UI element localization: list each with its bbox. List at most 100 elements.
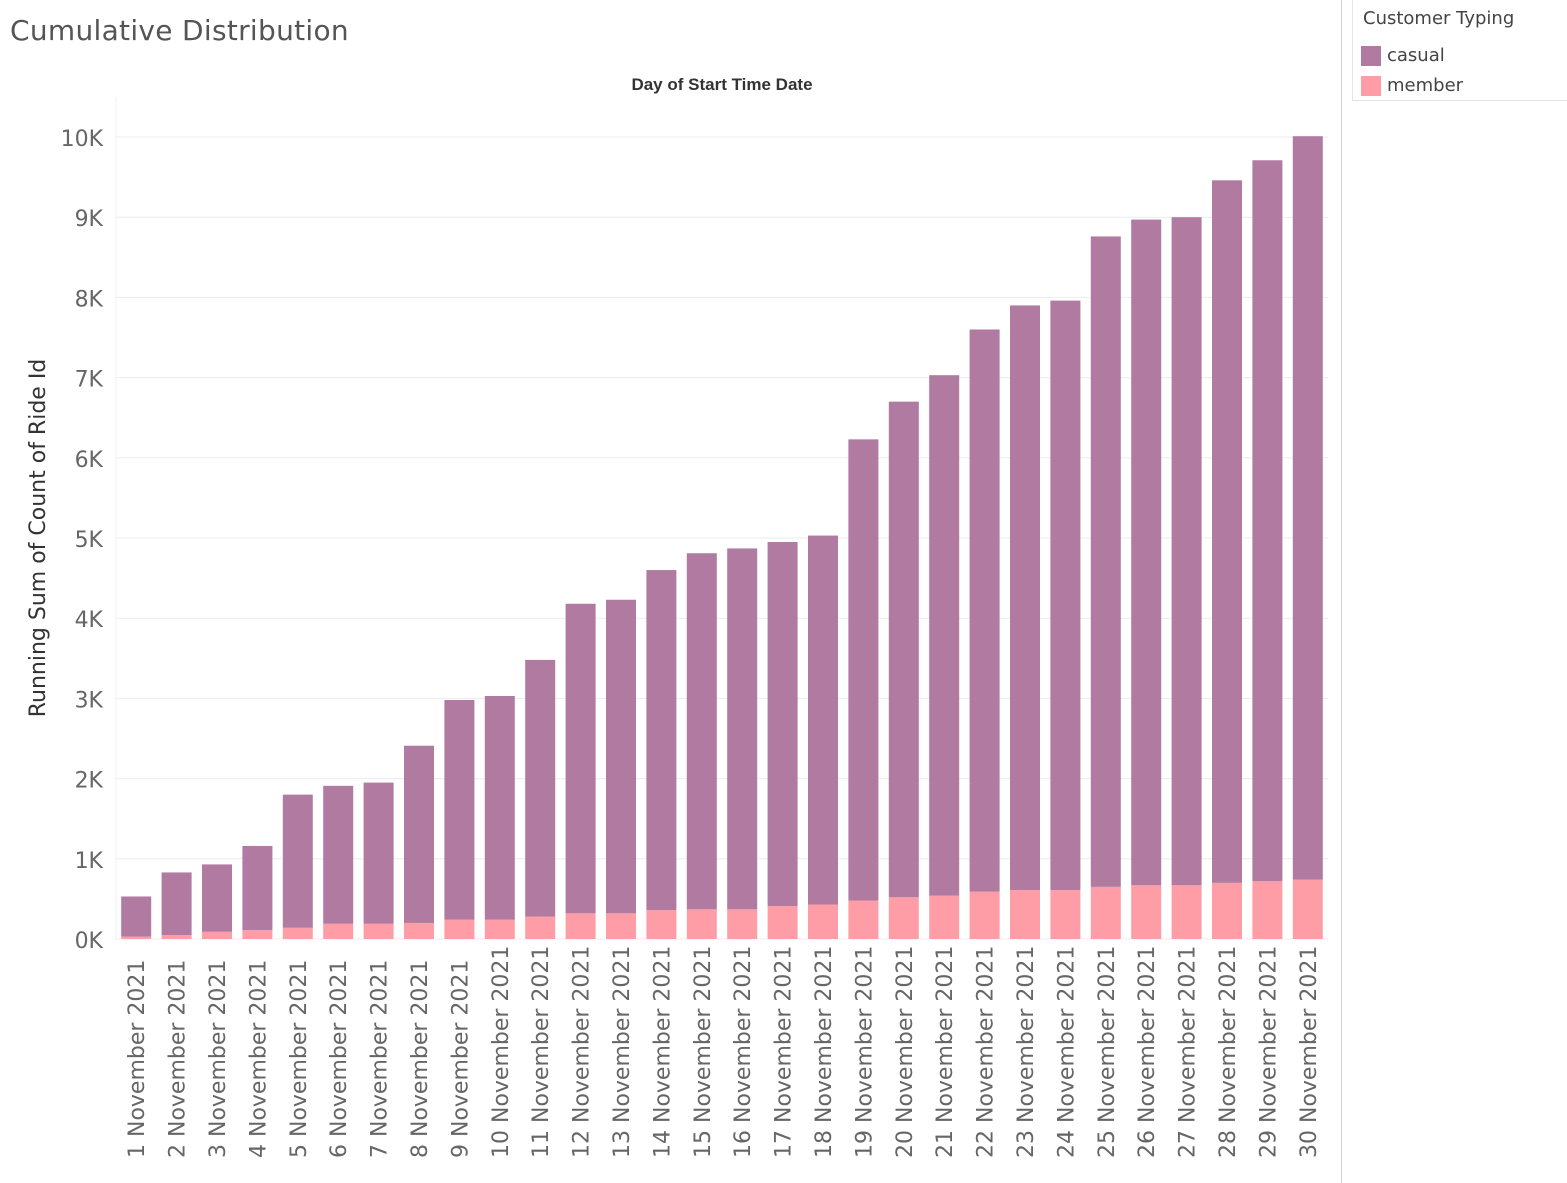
y-tick-label: 10K xyxy=(61,127,104,152)
bar-member xyxy=(767,906,798,939)
bar-member xyxy=(1010,890,1040,939)
bar-member xyxy=(686,909,717,939)
x-tick-label: 1 November 2021 xyxy=(125,960,150,1158)
bar-casual xyxy=(1252,160,1283,882)
bar-member xyxy=(969,891,1000,939)
bar-casual xyxy=(888,401,919,898)
y-tick-label: 9K xyxy=(75,207,104,232)
bar-member xyxy=(1131,885,1162,939)
bar-member xyxy=(1090,886,1121,939)
bar-casual xyxy=(525,659,556,917)
x-tick-label: 5 November 2021 xyxy=(287,960,312,1158)
bar-member xyxy=(565,913,596,939)
x-tick-label: 15 November 2021 xyxy=(691,946,716,1158)
bar-member xyxy=(363,923,394,939)
y-tick-label: 6K xyxy=(75,448,104,473)
x-tick-label: 3 November 2021 xyxy=(206,960,231,1158)
x-tick-label: 2 November 2021 xyxy=(166,960,191,1158)
bar-casual xyxy=(323,785,354,924)
x-tick-label: 21 November 2021 xyxy=(933,946,958,1158)
bar-member xyxy=(848,900,879,939)
bar-member xyxy=(161,934,192,939)
bar-casual xyxy=(1050,300,1081,891)
y-tick-label: 1K xyxy=(75,849,104,874)
y-tick-label: 3K xyxy=(75,688,104,713)
bar-casual xyxy=(282,794,313,928)
bar-member xyxy=(484,919,515,939)
bar-casual xyxy=(808,535,838,905)
x-tick-label: 10 November 2021 xyxy=(489,946,514,1158)
chart-title: Day of Start Time Date xyxy=(631,75,812,94)
bar-casual xyxy=(969,329,1000,892)
x-tick-label: 12 November 2021 xyxy=(570,946,595,1158)
x-tick-label: 25 November 2021 xyxy=(1095,946,1120,1158)
x-tick-label: 19 November 2021 xyxy=(852,946,877,1158)
y-tick-label: 5K xyxy=(75,528,104,553)
x-tick-label: 24 November 2021 xyxy=(1054,946,1079,1158)
bar-member xyxy=(404,922,434,939)
x-tick-label: 30 November 2021 xyxy=(1297,946,1322,1158)
y-tick-label: 8K xyxy=(75,287,104,312)
bar-member xyxy=(1252,881,1283,939)
bar-casual xyxy=(242,845,273,931)
bar-member xyxy=(606,913,636,939)
bar-casual xyxy=(686,553,717,910)
x-tick-label: 11 November 2021 xyxy=(529,946,554,1158)
bar-member xyxy=(121,936,152,939)
bar-member xyxy=(1292,879,1323,939)
x-tick-label: 7 November 2021 xyxy=(368,960,393,1158)
y-axis-title: Running Sum of Count of Ride Id xyxy=(26,359,51,718)
x-tick-label: 16 November 2021 xyxy=(731,946,756,1158)
bar-member xyxy=(1171,885,1202,939)
bar-casual xyxy=(565,603,596,914)
bar-member xyxy=(202,931,232,939)
bar-casual xyxy=(606,599,636,914)
bar-casual xyxy=(929,375,960,896)
bar-member xyxy=(888,897,919,939)
bar-member xyxy=(242,930,273,939)
y-tick-label: 7K xyxy=(75,368,104,393)
x-tick-label: 22 November 2021 xyxy=(974,946,999,1158)
bar-casual xyxy=(1292,136,1323,880)
x-tick-label: 8 November 2021 xyxy=(408,960,433,1158)
x-tick-label: 14 November 2021 xyxy=(650,946,675,1158)
y-tick-label: 4K xyxy=(75,608,104,633)
legend-title: Customer Typing xyxy=(1363,8,1515,29)
bar-casual xyxy=(404,745,434,923)
y-tick-label: 0K xyxy=(75,929,104,954)
x-tick-label: 20 November 2021 xyxy=(893,946,918,1158)
x-tick-label: 27 November 2021 xyxy=(1176,946,1201,1158)
x-tick-label: 9 November 2021 xyxy=(448,960,473,1158)
bar-casual xyxy=(848,439,879,901)
bar-casual xyxy=(484,695,515,920)
legend-swatch-casual xyxy=(1361,46,1381,66)
sheet-title: Cumulative Distribution xyxy=(10,14,349,47)
bar-casual xyxy=(444,700,475,920)
bar-casual xyxy=(363,782,394,924)
bar-casual xyxy=(1212,180,1242,883)
stacked-bar-chart: 0K 1K 2K 3K 4K 5K 6K 7K 8K 9K 10K Day of Start Time… xyxy=(26,75,1328,1158)
x-tick-label: 18 November 2021 xyxy=(812,946,837,1158)
x-tick-label: 13 November 2021 xyxy=(610,946,635,1158)
bar-casual xyxy=(1010,305,1040,891)
x-tick-label: 29 November 2021 xyxy=(1256,946,1281,1158)
bar-casual xyxy=(767,542,798,907)
x-tick-label: 6 November 2021 xyxy=(327,960,352,1158)
bar-member xyxy=(282,927,313,939)
bar-casual xyxy=(1171,217,1202,886)
bar-casual xyxy=(161,872,192,935)
legend-card: Customer Typing casual member xyxy=(1352,0,1567,101)
bar-member xyxy=(1050,890,1081,939)
legend-label-casual: casual xyxy=(1387,45,1445,66)
legend-panel: Customer Typing casual member xyxy=(1341,0,1567,1183)
bar-member xyxy=(525,916,556,939)
y-tick-label: 2K xyxy=(75,769,104,794)
bar-casual xyxy=(727,548,758,910)
bar-member xyxy=(808,904,838,939)
bar-member xyxy=(646,910,677,939)
x-tick-label: 17 November 2021 xyxy=(772,946,797,1158)
bar-casual xyxy=(646,570,677,911)
bar-member xyxy=(444,919,475,939)
x-tick-label: 23 November 2021 xyxy=(1014,946,1039,1158)
x-tick-label: 4 November 2021 xyxy=(246,960,271,1158)
